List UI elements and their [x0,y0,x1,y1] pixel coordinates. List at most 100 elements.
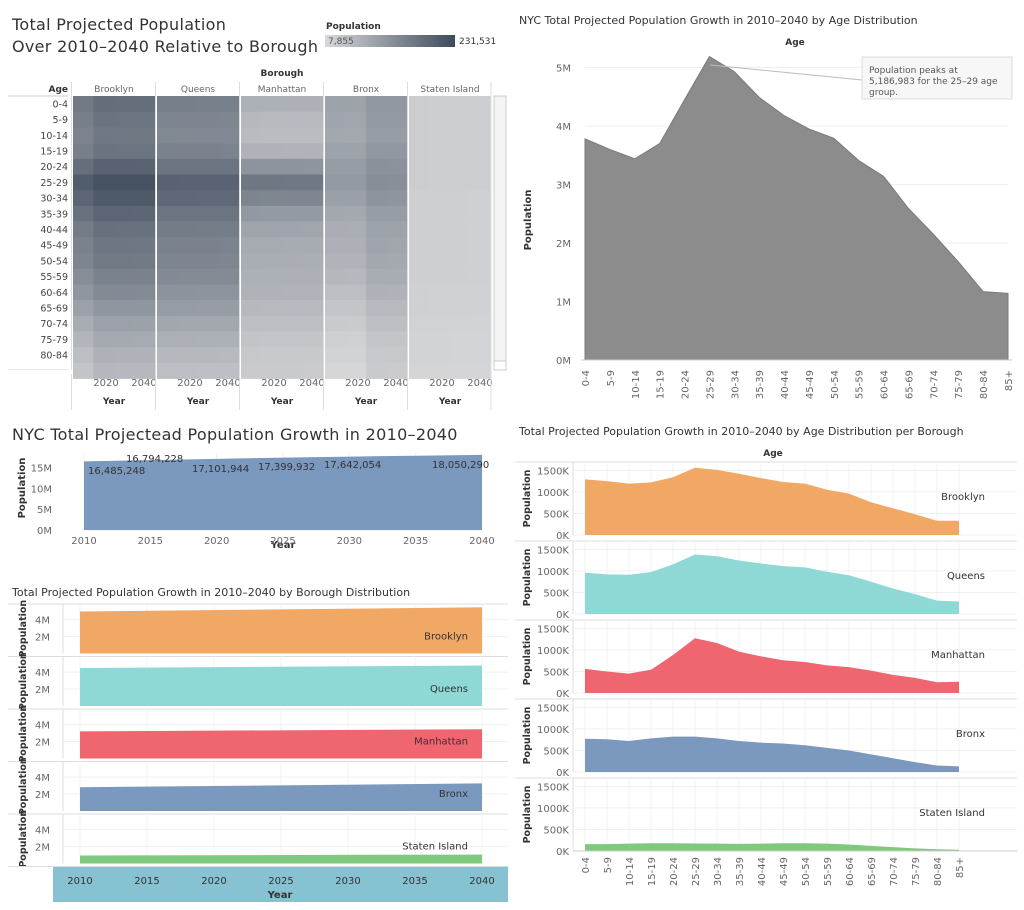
heatmap-cell [282,174,303,191]
x-tick-label: 2015 [138,536,163,547]
borough-area [80,854,482,864]
y-tick-label: 4M [35,616,50,627]
heatmap-x-tick: 2040 [467,378,492,389]
heatmap-cell [114,253,135,269]
heatmap-cell [93,221,115,238]
heatmap-cell [134,253,156,269]
series-label: Bronx [956,729,985,740]
heatmap-cell [134,315,156,332]
heatmap-cell [198,96,219,112]
heatmap-cell [241,253,262,269]
x-tick-label: 0-4 [581,857,592,873]
heatmap-cell [93,331,115,348]
heatmap-cell [241,96,262,112]
heatmap-cell [386,253,408,269]
heatmap-cell [366,190,387,207]
x-tick-label: 55-59 [855,370,866,399]
heatmap-cell [282,158,303,175]
heatmap-cell [218,347,240,364]
heatmap-cell [429,284,451,301]
heatmap-x-label: Year [354,397,378,407]
heatmap-cell [261,347,283,364]
heatmap-cell [73,96,94,112]
heatmap-cell [114,331,135,348]
x-tick-label: 70-74 [929,370,940,399]
heatmap-cell [218,315,240,332]
heatmap-cell [325,111,346,128]
heatmap-cell [429,300,451,317]
x-tick-label: 35-39 [735,857,746,886]
scrollbar[interactable] [493,95,507,371]
age-row-label: 60-64 [40,288,68,299]
age-total-area [584,55,1009,361]
y-tick-label: 5M [556,64,571,75]
age-row-label: 30-34 [40,194,68,205]
age-borough-x-header: Age [763,449,783,459]
heatmap-cell [429,268,451,285]
heatmap-cell [134,111,156,128]
heatmap-cell [302,174,324,191]
heatmap-cell [470,237,492,254]
heatmap-cell [386,143,408,160]
heatmap-cell [345,143,367,160]
heatmap-cell [429,111,451,128]
heatmap-x-label: Year [270,397,294,407]
heatmap-cell [366,331,387,348]
heatmap-cell [366,221,387,238]
heatmap-cell [134,174,156,191]
heatmap-cell [302,331,324,348]
heatmap-cell [157,127,178,144]
heatmap-cell [93,111,115,128]
age-row-label: 70-74 [40,319,68,330]
heatmap-cell [261,237,283,254]
heatmap-cell [282,205,303,222]
heatmap-cell [325,158,346,175]
x-tick-label: 2040 [469,536,494,547]
heatmap-cell [450,362,471,379]
x-tick-label: 85+ [1004,370,1015,391]
heatmap-cell [409,190,430,207]
series-label: Queens [430,684,468,695]
scrollbar-thumb[interactable] [493,360,507,371]
heatmap-cell [241,143,262,160]
heatmap-cell [366,143,387,160]
heatmap-cell [429,190,451,207]
y-tick-label: 1500K [537,703,569,714]
heatmap-cell [366,111,387,128]
x-tick-label: 30-34 [730,370,741,399]
heatmap-cell [325,127,346,144]
heatmap-cell [450,111,471,128]
heatmap-cell [409,143,430,160]
age-borough-area [585,736,959,772]
heatmap-cell [429,347,451,364]
heatmap-cell [241,127,262,144]
heatmap-cell [261,221,283,238]
heatmap-cell [302,190,324,207]
heatmap-cell [73,127,94,144]
x-tick-label: 80-84 [979,370,990,399]
heatmap-cell [198,253,219,269]
heatmap-cell [218,174,240,191]
heatmap-cell [409,158,430,175]
x-tick-label: 2010 [67,876,92,887]
heatmap-cell [282,315,303,332]
x-tick-label: 45-49 [779,857,790,886]
heatmap-cell [366,158,387,175]
heatmap-cell [157,143,178,160]
heatmap-cell [325,143,346,160]
heatmap-cell [157,315,178,332]
x-tick-label: 35-39 [755,370,766,399]
heatmap-cell [241,362,262,379]
heatmap-cell [282,347,303,364]
heatmap-cell [386,300,408,317]
heatmap-x-label: Year [102,397,126,407]
heatmap-cell [325,300,346,317]
heatmap-cell [325,362,346,379]
age-row-label: 65-69 [40,303,68,314]
heatmap-cell [218,331,240,348]
y-axis-label: Population [18,757,29,815]
heatmap-cell [429,221,451,238]
heatmap-cell [302,96,324,112]
x-tick-label: 2035 [403,536,428,547]
heatmap-x-tick: 2040 [215,378,240,389]
